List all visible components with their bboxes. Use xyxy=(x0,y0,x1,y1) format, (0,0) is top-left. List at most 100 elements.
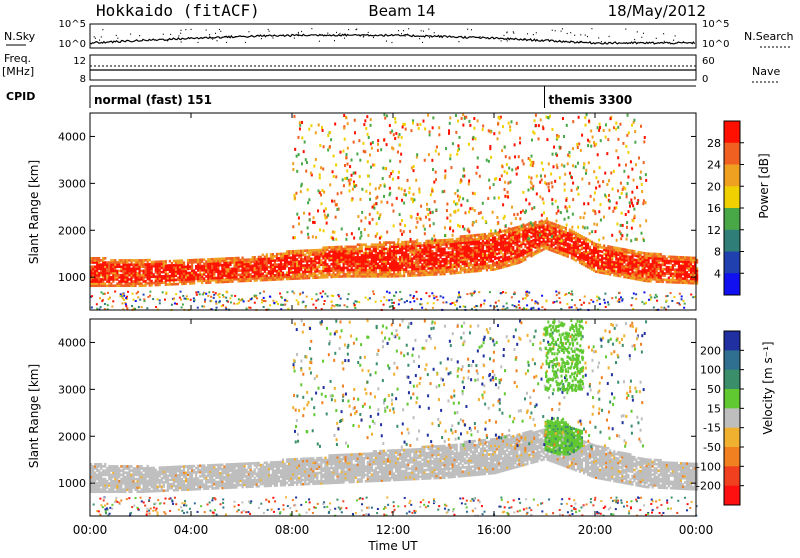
range-gate-cell xyxy=(381,243,383,246)
scatter-echo xyxy=(595,176,597,179)
nsearch-dot xyxy=(198,42,199,43)
range-gate-cell xyxy=(545,241,547,244)
range-gate-cell xyxy=(662,278,664,281)
nsearch-dot xyxy=(206,29,207,30)
scatter-echo xyxy=(366,115,368,118)
scatter-echo xyxy=(590,129,592,132)
scatter-echo xyxy=(419,123,421,126)
range-gate-cell xyxy=(403,241,405,244)
scatter-echo xyxy=(446,209,448,212)
scatter-echo xyxy=(615,149,617,152)
nsearch-dot xyxy=(536,32,537,33)
range-gate-cell xyxy=(195,265,197,268)
scatter-echo xyxy=(576,143,578,146)
range-gate-cell xyxy=(581,241,583,244)
nsearch-dot xyxy=(574,35,575,36)
scatter-echo xyxy=(301,231,303,234)
scatter-echo xyxy=(533,206,535,209)
scatter-echo xyxy=(579,216,581,219)
scatter-echo xyxy=(416,153,418,156)
scatter-echo xyxy=(545,116,547,119)
range-gate-cell xyxy=(173,264,175,267)
scatter-echo xyxy=(553,165,555,168)
scatter-echo xyxy=(509,156,511,159)
scatter-echo xyxy=(561,163,563,166)
scatter-echo xyxy=(307,233,309,236)
range-gate-cell xyxy=(163,281,165,284)
range-gate-cell xyxy=(201,265,203,268)
range-gate-cell xyxy=(674,256,676,259)
nsearch-dot xyxy=(261,38,262,39)
scatter-echo xyxy=(438,126,440,129)
scatter-echo xyxy=(354,119,356,122)
scatter-echo xyxy=(329,131,331,134)
range-gate-cell xyxy=(254,256,256,259)
scatter-echo xyxy=(457,120,459,123)
range-gate-cell xyxy=(599,265,601,268)
nsearch-dot xyxy=(598,37,599,38)
scatter-echo xyxy=(534,223,536,226)
range-gate-cell xyxy=(272,253,274,256)
range-gate-cell xyxy=(345,246,347,249)
range-gate-cell xyxy=(114,259,116,262)
scatter-echo xyxy=(577,226,579,229)
range-gate-cell xyxy=(306,256,308,259)
scatter-echo xyxy=(642,202,644,205)
scatter-echo xyxy=(504,146,506,149)
range-gate-cell xyxy=(340,246,342,249)
nsearch-dot xyxy=(226,42,227,43)
range-gate-cell xyxy=(347,246,349,249)
scatter-echo xyxy=(292,291,294,293)
scatter-echo xyxy=(499,178,501,181)
range-gate-cell xyxy=(373,243,375,246)
range-gate-cell xyxy=(545,226,547,229)
range-gate-cell xyxy=(282,263,284,266)
scatter-echo xyxy=(298,222,300,225)
scatter-echo xyxy=(505,224,507,227)
scatter-echo xyxy=(434,238,436,241)
nsearch-dot xyxy=(220,31,221,32)
range-gate-cell xyxy=(157,260,159,263)
scatter-echo xyxy=(588,161,590,164)
range-gate-cell xyxy=(120,265,122,268)
nsearch-dot xyxy=(298,33,299,34)
scatter-echo xyxy=(502,203,504,206)
range-gate-cell xyxy=(195,271,197,274)
scatter-echo xyxy=(498,237,500,240)
range-gate-cell xyxy=(399,243,401,246)
range-gate-cell xyxy=(300,273,302,276)
scatter-echo xyxy=(407,179,409,182)
range-gate-cell xyxy=(369,260,371,263)
range-gate-cell xyxy=(227,261,229,264)
scatter-echo xyxy=(548,182,550,185)
range-gate-cell xyxy=(540,230,542,233)
nsearch-dot xyxy=(403,30,404,31)
scatter-echo xyxy=(360,231,362,234)
range-gate-cell xyxy=(290,256,292,259)
scatter-echo xyxy=(420,205,422,208)
scatter-echo xyxy=(336,208,338,211)
range-gate-cell xyxy=(282,272,284,275)
scatter-echo xyxy=(413,193,415,196)
scatter-echo xyxy=(523,162,525,165)
scatter-echo xyxy=(542,168,544,171)
scatter-echo xyxy=(620,237,622,240)
range-gate-cell xyxy=(583,236,585,239)
scatter-echo xyxy=(333,175,335,178)
range-gate-cell xyxy=(532,226,534,229)
scatter-echo xyxy=(516,122,518,125)
scatter-echo xyxy=(480,211,482,214)
scatter-echo xyxy=(507,196,509,199)
range-gate-cell xyxy=(500,256,502,259)
scatter-echo xyxy=(298,216,300,219)
scatter-echo xyxy=(335,203,337,206)
scatter-echo xyxy=(595,143,597,146)
scatter-echo xyxy=(438,133,440,136)
range-gate-cell xyxy=(153,261,155,264)
nsearch-dot xyxy=(117,38,118,39)
scatter-echo xyxy=(377,211,379,214)
scatter-echo xyxy=(521,224,523,227)
range-gate-cell xyxy=(504,229,506,232)
range-gate-cell xyxy=(175,279,177,282)
scatter-echo xyxy=(449,157,451,160)
